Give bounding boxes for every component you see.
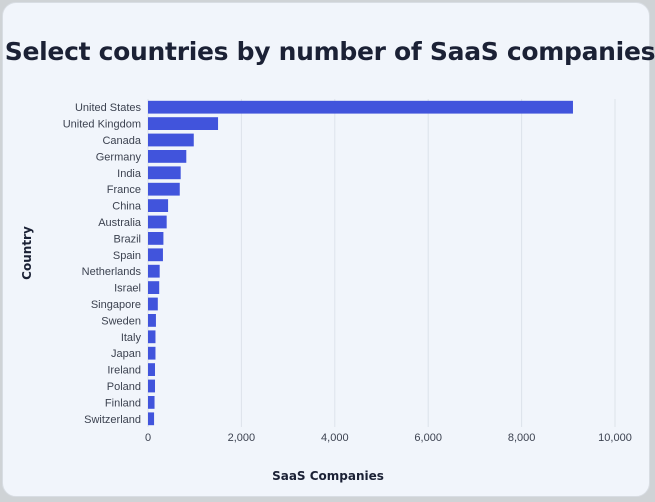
- bar: [148, 133, 194, 147]
- bar: [148, 117, 219, 130]
- x-tick-label: 8,000: [508, 432, 536, 444]
- bar: [148, 281, 160, 294]
- y-tick-label: Finland: [105, 397, 141, 409]
- bar: [148, 150, 187, 163]
- x-axis-label: SaaS Companies: [272, 469, 384, 483]
- y-tick-label: Switzerland: [84, 414, 141, 426]
- bar: [148, 232, 164, 245]
- bar: [148, 264, 160, 278]
- bars: [148, 100, 573, 426]
- bar: [148, 297, 158, 311]
- y-tick-label: Spain: [113, 250, 141, 262]
- y-tick-label: Brazil: [113, 233, 141, 245]
- y-tick-label: Singapore: [91, 299, 141, 311]
- y-tick-label: India: [117, 168, 142, 180]
- y-tick-label: France: [107, 184, 141, 196]
- y-tick-label: Ireland: [107, 365, 141, 377]
- y-tick-label: Poland: [107, 381, 141, 393]
- y-axis-label: Country: [20, 226, 34, 280]
- x-tick-label: 0: [145, 432, 151, 444]
- x-tick-label: 10,000: [598, 432, 632, 444]
- y-tick-label: United States: [75, 102, 142, 114]
- bar: [148, 100, 573, 114]
- y-tick-labels: United States United Kingdom Canada Germany…: [63, 102, 142, 426]
- grid-lines: [147, 99, 616, 427]
- bar: [148, 314, 156, 327]
- bar: [148, 412, 155, 426]
- bar: [148, 166, 181, 180]
- bar: [148, 330, 156, 344]
- y-tick-label: Canada: [102, 135, 141, 147]
- chart-card: [2, 2, 650, 497]
- y-tick-label: Italy: [121, 332, 142, 344]
- bar: [148, 363, 156, 376]
- bar: [148, 182, 180, 196]
- y-tick-label: China: [112, 201, 142, 213]
- x-tick-label: 6,000: [414, 432, 442, 444]
- y-tick-label: United Kingdom: [63, 119, 141, 131]
- bar: [148, 396, 155, 409]
- bar: [148, 379, 156, 393]
- y-tick-label: Israel: [114, 283, 141, 295]
- bar: [148, 215, 167, 229]
- y-tick-label: Germany: [96, 151, 142, 163]
- bar: [148, 346, 156, 360]
- y-tick-label: Netherlands: [82, 266, 142, 278]
- chart-title: Select countries by number of SaaS compa…: [4, 37, 655, 66]
- x-tick-label: 2,000: [228, 432, 256, 444]
- bar: [148, 248, 163, 262]
- x-tick-label: 4,000: [321, 432, 349, 444]
- y-tick-label: Australia: [98, 217, 142, 229]
- bar: [148, 199, 169, 212]
- x-tick-labels: 0 2,000 4,000 6,000 8,000 10,000: [145, 432, 632, 444]
- y-tick-label: Japan: [111, 348, 141, 360]
- y-tick-label: Sweden: [101, 315, 141, 327]
